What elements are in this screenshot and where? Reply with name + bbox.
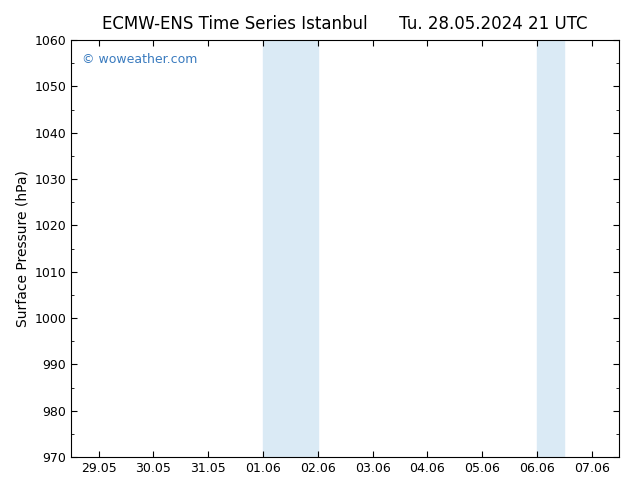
Text: © woweather.com: © woweather.com bbox=[82, 52, 198, 66]
Bar bbox=[537, 40, 564, 457]
Y-axis label: Surface Pressure (hPa): Surface Pressure (hPa) bbox=[15, 170, 29, 327]
Bar bbox=[263, 40, 318, 457]
Title: ECMW-ENS Time Series Istanbul      Tu. 28.05.2024 21 UTC: ECMW-ENS Time Series Istanbul Tu. 28.05.… bbox=[103, 15, 588, 33]
